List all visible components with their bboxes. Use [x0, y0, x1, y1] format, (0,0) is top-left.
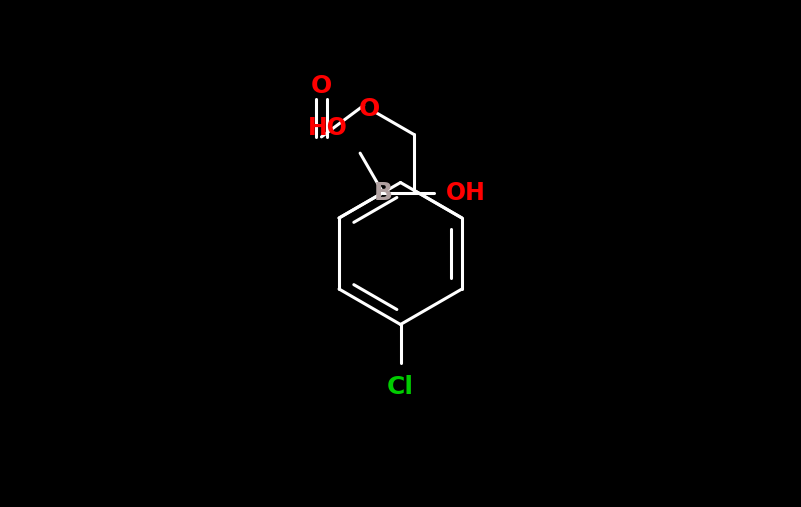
Text: B: B [373, 180, 392, 205]
Text: OH: OH [446, 180, 486, 205]
Text: Cl: Cl [387, 375, 414, 399]
Text: HO: HO [308, 117, 348, 140]
Text: O: O [311, 74, 332, 98]
Text: O: O [359, 97, 380, 121]
